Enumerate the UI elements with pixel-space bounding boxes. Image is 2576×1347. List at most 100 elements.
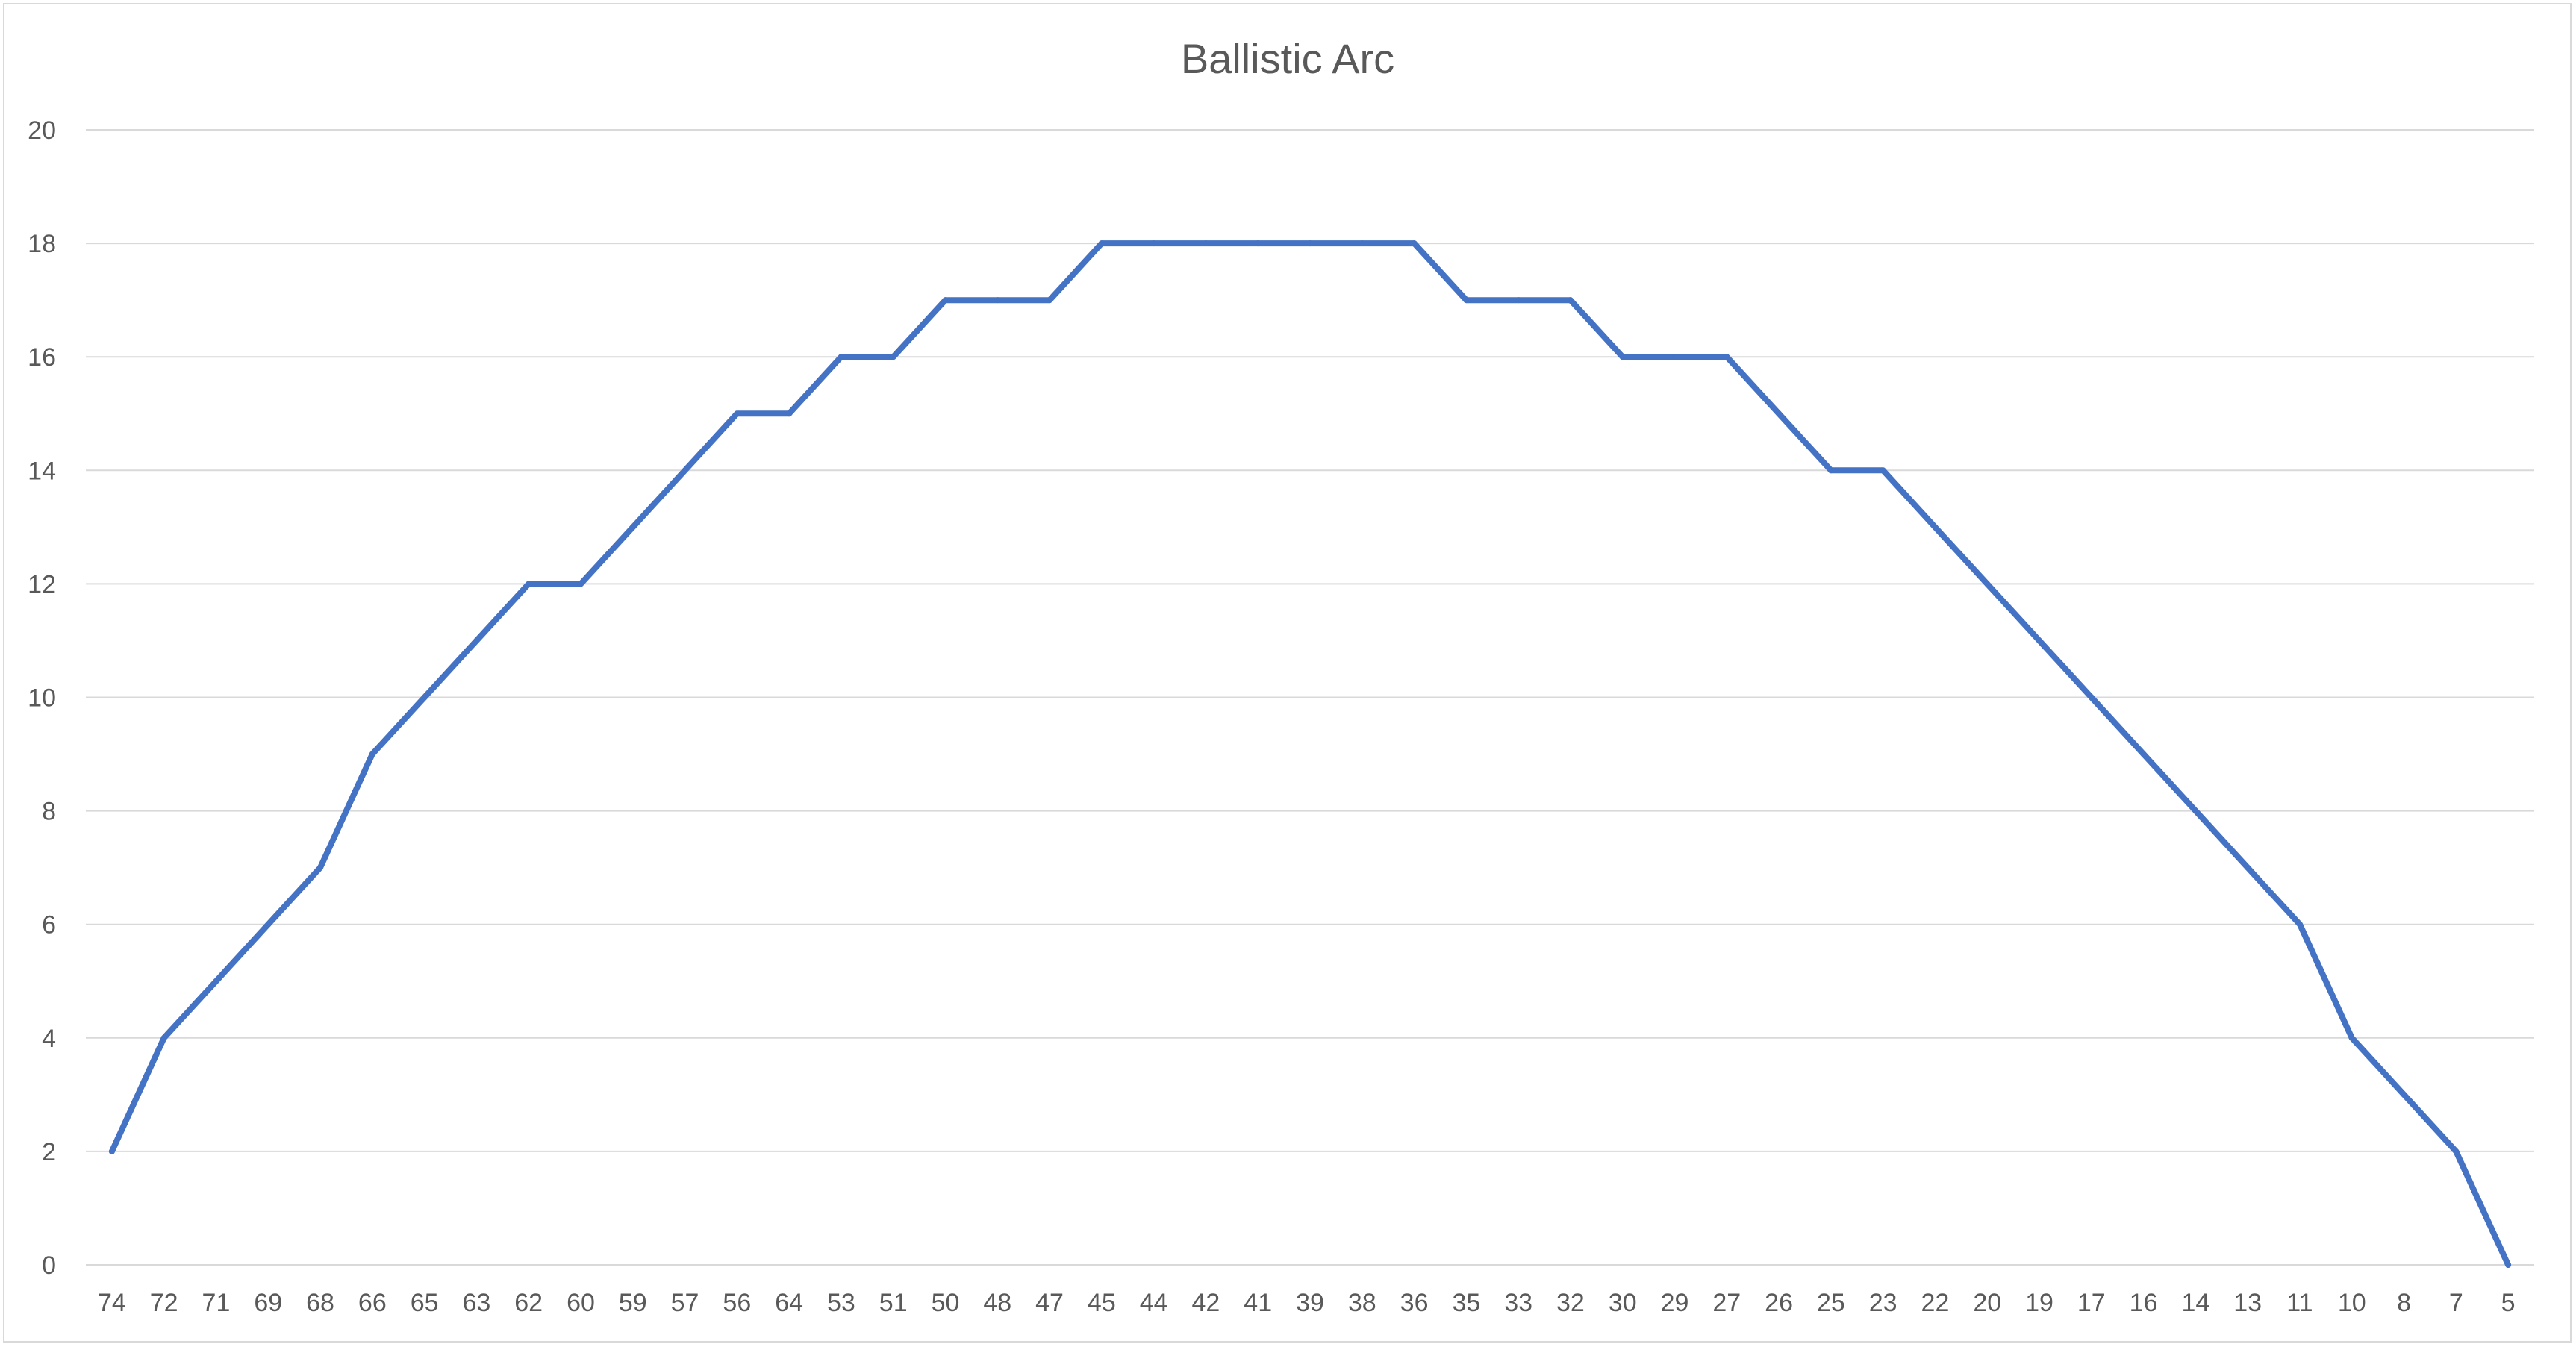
data-point [1619, 354, 1626, 360]
x-tick-label: 25 [1817, 1289, 1845, 1317]
y-tick-label: 6 [42, 911, 56, 940]
data-point [1411, 240, 1418, 247]
x-tick-label: 38 [1348, 1289, 1376, 1317]
x-tick-label: 36 [1400, 1289, 1429, 1317]
chart-frame [3, 3, 2572, 1343]
x-tick-label: 48 [983, 1289, 1011, 1317]
x-tick-label: 32 [1556, 1289, 1585, 1317]
data-point [838, 354, 844, 360]
x-tick-label: 16 [2130, 1289, 2158, 1317]
data-point [890, 354, 896, 360]
x-tick-label: 35 [1452, 1289, 1480, 1317]
y-tick-label: 10 [28, 684, 56, 713]
data-point [213, 978, 219, 984]
chart-title: Ballistic Arc [1181, 35, 1394, 82]
data-point [1463, 297, 1470, 304]
x-tick-label: 47 [1035, 1289, 1064, 1317]
data-point [786, 410, 793, 417]
data-point [317, 864, 324, 871]
data-point [2401, 1091, 2407, 1098]
data-point [1567, 297, 1574, 304]
data-point [1515, 297, 1522, 304]
x-tick-label: 8 [2397, 1289, 2411, 1317]
y-tick-label: 12 [28, 570, 56, 599]
data-point [1880, 467, 1886, 474]
x-tick-label: 27 [1712, 1289, 1741, 1317]
data-point [2505, 1262, 2512, 1268]
y-tick-label: 2 [42, 1138, 56, 1166]
x-tick-label: 23 [1869, 1289, 1897, 1317]
x-tick-label: 51 [879, 1289, 908, 1317]
x-tick-label: 65 [411, 1289, 439, 1317]
data-point [1932, 524, 1939, 531]
x-tick-label: 45 [1088, 1289, 1116, 1317]
x-tick-label: 13 [2233, 1289, 2262, 1317]
data-point [108, 1148, 115, 1154]
x-tick-label: 57 [671, 1289, 699, 1317]
x-tick-label: 69 [254, 1289, 282, 1317]
data-point [2348, 1034, 2355, 1041]
x-tick-label: 44 [1140, 1289, 1168, 1317]
data-point [2036, 637, 2043, 644]
y-tick-label: 4 [42, 1025, 56, 1053]
x-tick-label: 56 [723, 1289, 751, 1317]
x-tick-label: 60 [567, 1289, 595, 1317]
data-point [2088, 694, 2095, 701]
data-point [2296, 921, 2303, 928]
data-point [942, 297, 949, 304]
data-point [1047, 297, 1053, 304]
x-tick-label: 50 [932, 1289, 960, 1317]
y-tick-label: 20 [28, 116, 56, 145]
x-tick-label: 20 [1973, 1289, 2001, 1317]
data-point [1203, 240, 1209, 247]
data-point [734, 410, 740, 417]
data-point [369, 751, 375, 757]
y-tick-label: 18 [28, 230, 56, 258]
data-point [1984, 581, 1991, 587]
x-tick-label: 66 [358, 1289, 387, 1317]
data-point [1359, 240, 1365, 247]
data-point [2192, 807, 2199, 814]
data-point [2140, 751, 2147, 757]
x-tick-label: 22 [1921, 1289, 1950, 1317]
data-point [682, 467, 688, 474]
x-tick-label: 41 [1244, 1289, 1272, 1317]
data-point [1150, 240, 1157, 247]
data-point [1776, 410, 1783, 417]
x-tick-label: 10 [2338, 1289, 2366, 1317]
data-point [1255, 240, 1262, 247]
data-point [577, 581, 584, 587]
x-tick-label: 74 [98, 1289, 126, 1317]
data-point [473, 637, 480, 644]
x-tick-label: 7 [2449, 1289, 2463, 1317]
x-tick-label: 42 [1192, 1289, 1220, 1317]
data-point [1307, 240, 1313, 247]
gridlines [86, 129, 2534, 1266]
x-tick-label: 17 [2077, 1289, 2106, 1317]
x-tick-label: 30 [1609, 1289, 1637, 1317]
data-point [994, 297, 1001, 304]
x-axis-ticks: 74 72 71 69 68 66 65 63 62 60 59 57 56 64 53 51 50 48 47 45… [98, 1289, 2516, 1317]
x-tick-label: 53 [827, 1289, 855, 1317]
x-tick-label: 39 [1296, 1289, 1324, 1317]
x-tick-label: 11 [2286, 1289, 2313, 1317]
y-tick-label: 8 [42, 798, 56, 826]
x-tick-label: 29 [1661, 1289, 1689, 1317]
series-layer [108, 240, 2512, 1268]
x-tick-label: 59 [619, 1289, 647, 1317]
x-tick-label: 71 [202, 1289, 231, 1317]
data-point [1098, 240, 1105, 247]
series-line [108, 240, 2512, 1268]
data-point [1827, 467, 1834, 474]
data-point [2245, 864, 2251, 871]
x-tick-label: 64 [775, 1289, 803, 1317]
x-tick-label: 62 [514, 1289, 543, 1317]
x-tick-label: 19 [2025, 1289, 2053, 1317]
y-tick-label: 0 [42, 1251, 56, 1280]
x-tick-label: 63 [462, 1289, 490, 1317]
y-tick-label: 16 [28, 343, 56, 372]
data-point [160, 1034, 167, 1041]
data-point [1724, 354, 1730, 360]
y-tick-label: 14 [28, 457, 56, 485]
